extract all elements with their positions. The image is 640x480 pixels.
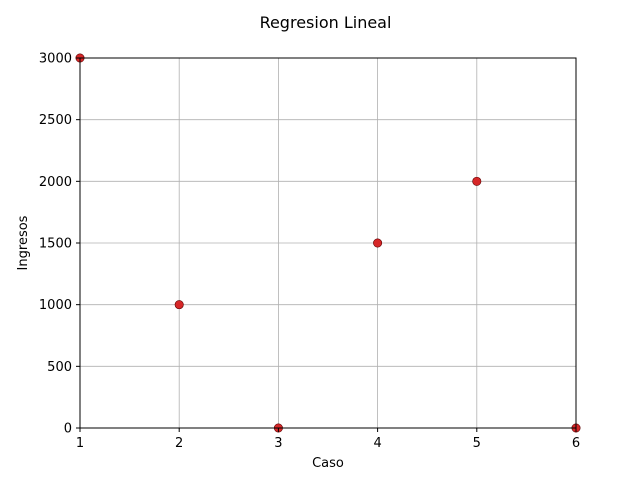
chart-title: Regresion Lineal	[260, 13, 392, 32]
data-points	[75, 53, 581, 433]
plot-frame	[79, 57, 577, 429]
y-axis-label: Ingresos	[16, 215, 31, 270]
x-tick-label: 4	[373, 436, 381, 451]
x-tick-label: 5	[473, 436, 481, 451]
y-tick-label: 3000	[39, 52, 72, 67]
y-tick-label: 1500	[39, 237, 72, 252]
x-tick-label: 2	[175, 436, 183, 451]
y-tick-label: 2000	[39, 175, 72, 190]
scatter-point	[373, 238, 383, 248]
x-axis-ticks: 1 2 3 4 5 6	[76, 428, 580, 451]
x-tick-label: 3	[274, 436, 282, 451]
scatter-point	[472, 176, 482, 186]
y-tick-label: 500	[47, 360, 72, 375]
y-tick-label: 1000	[39, 298, 72, 313]
y-axis-ticks: 0 500 1000 1500 2000 2500 3000	[39, 52, 80, 437]
x-tick-label: 1	[76, 436, 84, 451]
grid-lines	[79, 57, 577, 429]
y-tick-label: 2500	[39, 113, 72, 128]
x-axis-label: Caso	[312, 456, 344, 471]
y-tick-label: 0	[64, 422, 72, 437]
x-tick-label: 6	[572, 436, 580, 451]
scatter-point	[174, 300, 184, 310]
